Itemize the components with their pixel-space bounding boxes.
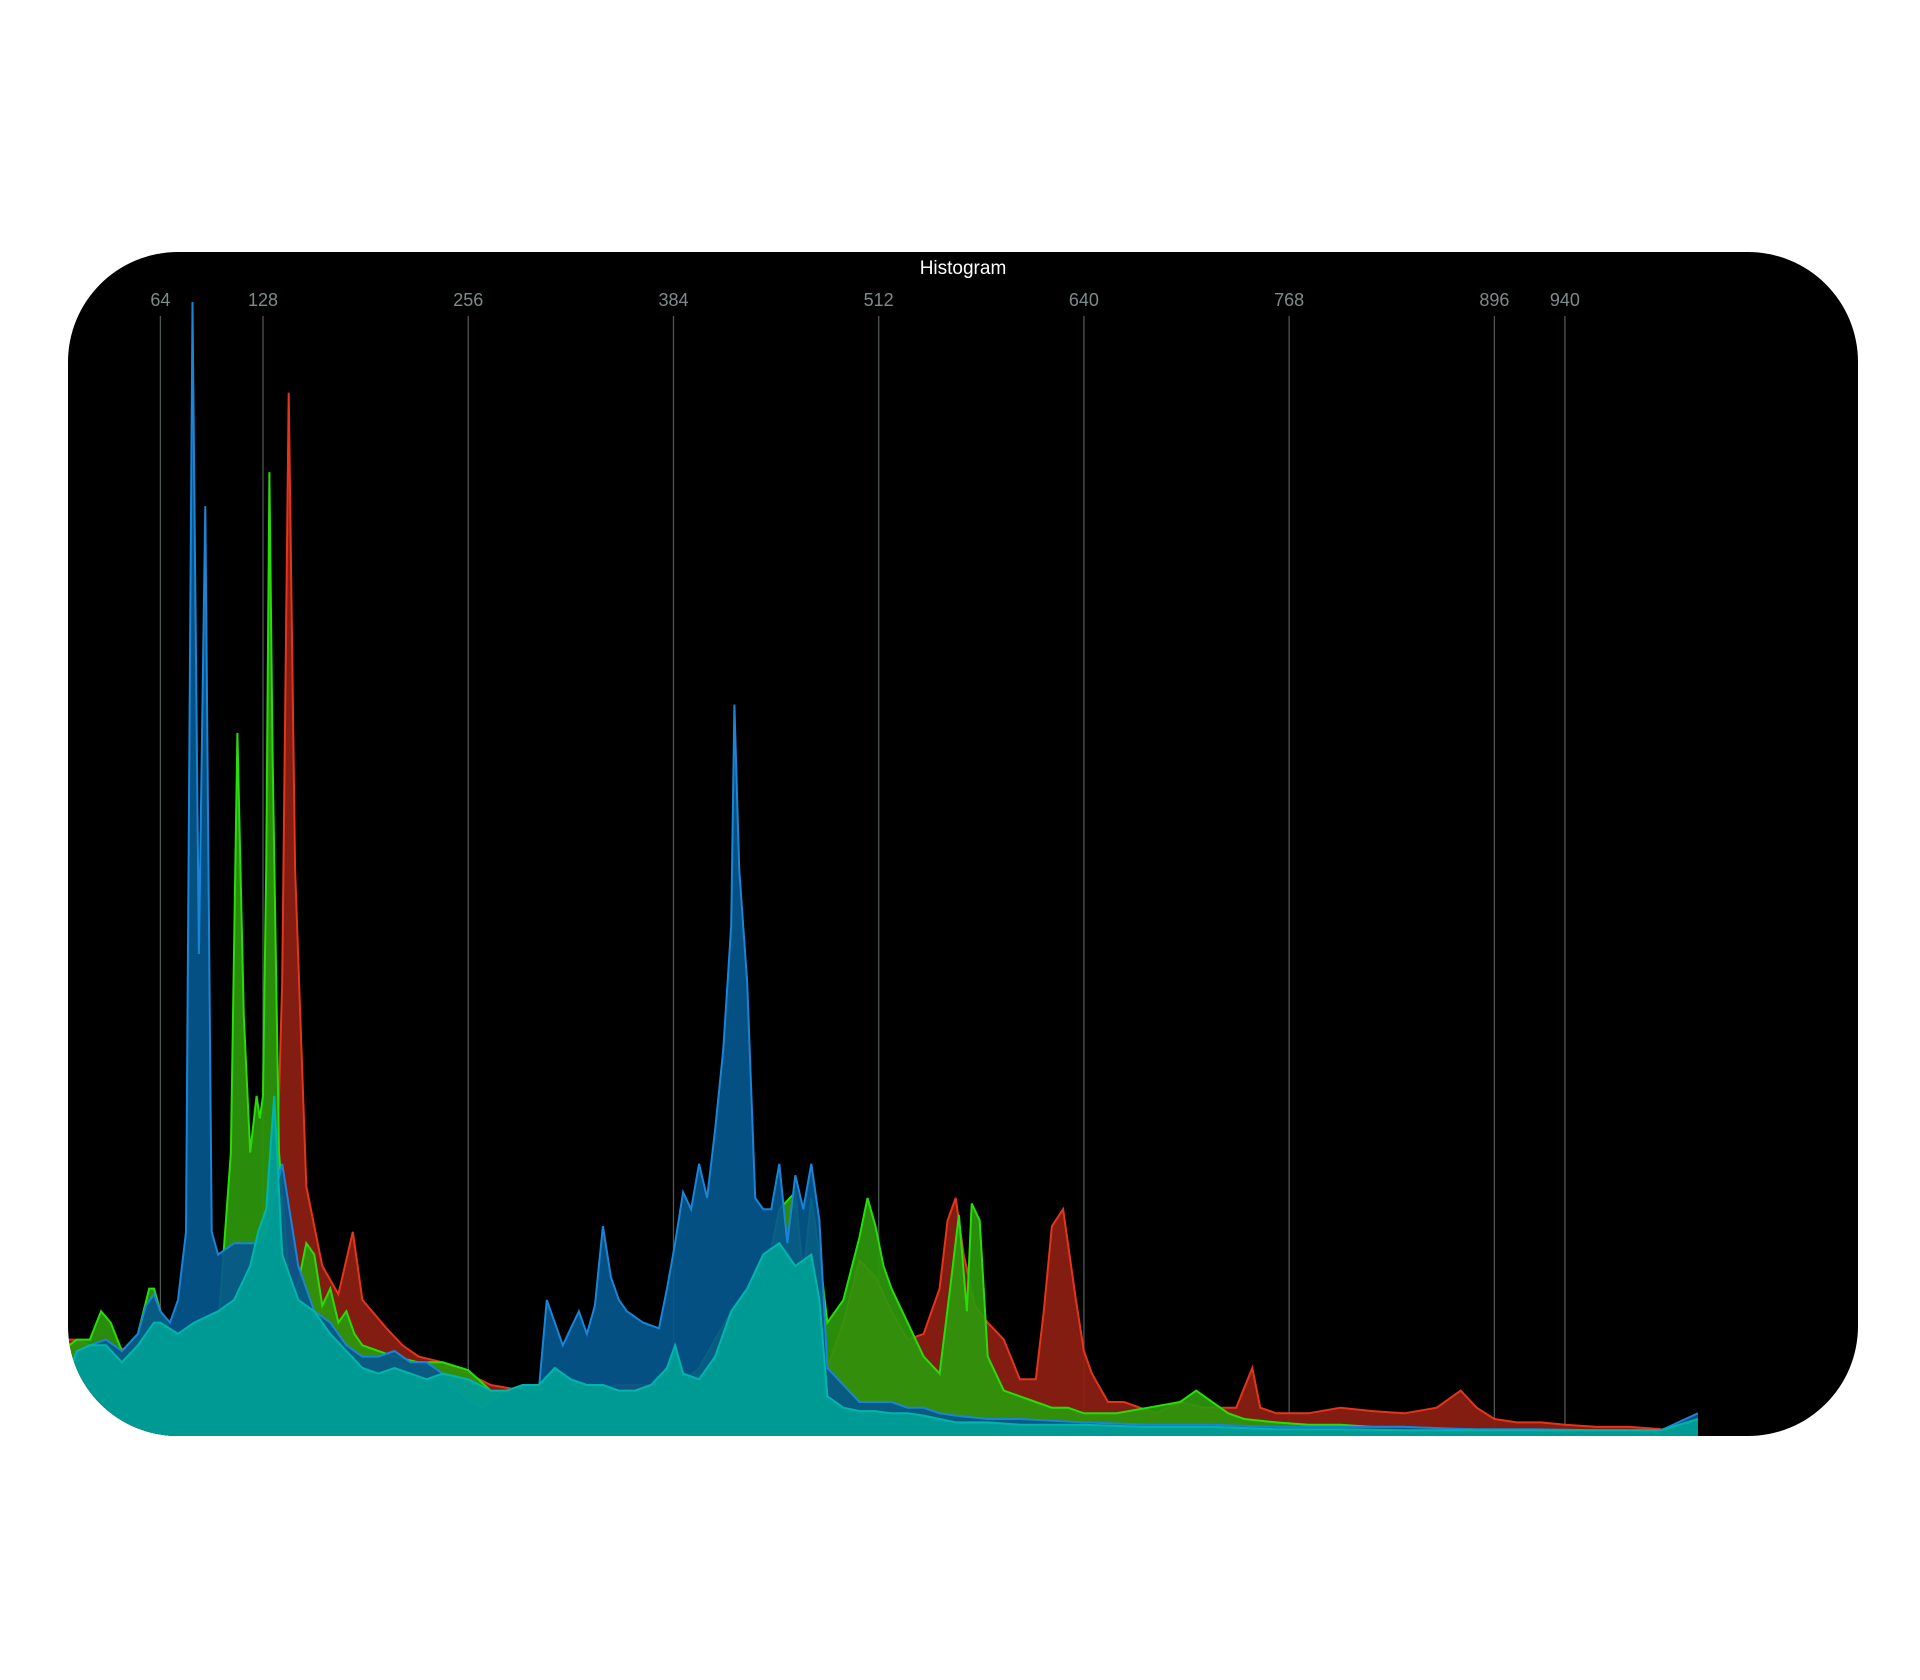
tick-label-940: 940: [1550, 290, 1580, 310]
gridlines: [159, 316, 1566, 1436]
tick-labels: 64 128 256 384 512 640 768 896 940: [150, 290, 1580, 310]
chart-title: Histogram: [919, 258, 1007, 279]
tick-label-640: 640: [1069, 290, 1099, 310]
red-channel-line: [69, 392, 1699, 1432]
histogram-panel: 64 128 256 384 512 640 768 896 940 Histogram: [68, 252, 1858, 1436]
overlap-channel-line: [68, 1095, 1699, 1432]
tick-label-128: 128: [248, 290, 278, 310]
tick-label-256: 256: [453, 290, 483, 310]
tick-label-512: 512: [864, 290, 894, 310]
green-channel-area: [69, 472, 1698, 1436]
tick-label-384: 384: [658, 290, 688, 310]
blue-channel-line: [68, 301, 1699, 1432]
series-areas: [68, 301, 1699, 1436]
tick-label-64: 64: [150, 290, 170, 310]
tick-label-768: 768: [1274, 290, 1304, 310]
overlap-channel-area: [69, 1095, 1698, 1436]
histogram-plot: 64 128 256 384 512 640 768 896 940: [68, 290, 1699, 1436]
tick-label-896: 896: [1479, 290, 1509, 310]
